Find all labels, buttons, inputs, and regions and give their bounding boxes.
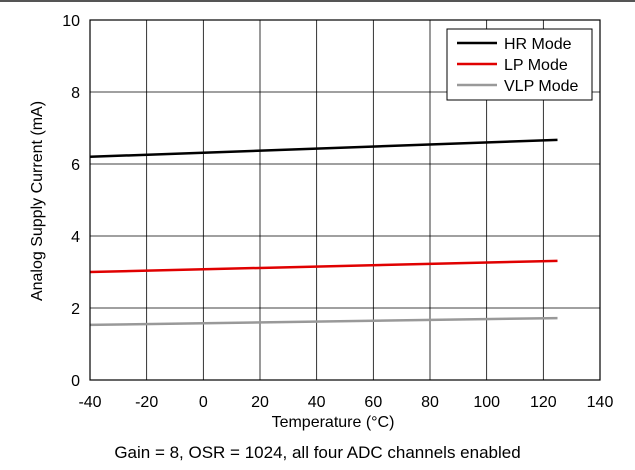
x-tick-label: -20 — [135, 394, 158, 411]
legend: HR Mode LP Mode VLP Mode — [446, 28, 593, 101]
series-line-lp-mode — [89, 259, 558, 274]
plot-frame — [89, 19, 601, 381]
y-tick-label: 10 — [62, 13, 80, 30]
legend-label: VLP Mode — [504, 78, 579, 95]
series-lines — [89, 138, 558, 327]
legend-label: LP Mode — [504, 57, 568, 74]
chart: -40 -20 0 20 40 60 80 100 120 140 0 2 4 6 8 10 Tempera… — [29, 13, 613, 431]
series-line-vlp-mode — [89, 316, 558, 327]
y-tick-label: 0 — [71, 373, 80, 390]
x-tick-label: 40 — [308, 394, 326, 411]
x-tick-label: 140 — [587, 394, 614, 411]
x-tick-label: 100 — [473, 394, 500, 411]
x-tick-label: 60 — [364, 394, 382, 411]
y-axis-label: Analog Supply Current (mA) — [29, 101, 46, 301]
legend-label: HR Mode — [504, 36, 572, 53]
y-tick-label: 6 — [71, 157, 80, 174]
series-line-hr-mode — [89, 138, 558, 159]
x-tick-labels: -40 -20 0 20 40 60 80 100 120 140 — [78, 394, 613, 411]
y-tick-labels: 0 2 4 6 8 10 — [62, 13, 80, 390]
chart-caption: Gain = 8, OSR = 1024, all four ADC chann… — [114, 443, 521, 462]
x-tick-label: 120 — [530, 394, 557, 411]
x-tick-label: 0 — [199, 394, 208, 411]
x-tick-label: -40 — [78, 394, 101, 411]
top-rule — [0, 0, 635, 2]
y-tick-label: 2 — [71, 301, 80, 318]
y-tick-label: 4 — [71, 229, 80, 246]
x-tick-label: 20 — [251, 394, 269, 411]
y-tick-label: 8 — [71, 85, 80, 102]
x-tick-label: 80 — [421, 394, 439, 411]
x-axis-label: Temperature (°C) — [272, 414, 395, 431]
